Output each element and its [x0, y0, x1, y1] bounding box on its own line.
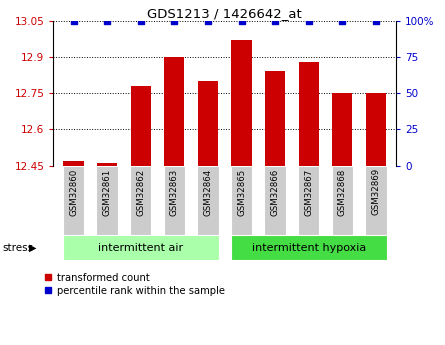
Text: GSM32861: GSM32861	[103, 168, 112, 216]
Text: GSM32866: GSM32866	[271, 168, 279, 216]
Bar	[366, 93, 386, 166]
Bar	[332, 166, 353, 235]
Bar	[332, 93, 352, 166]
Text: GSM32860: GSM32860	[69, 168, 78, 216]
Bar	[264, 166, 286, 235]
Text: ▶: ▶	[29, 243, 36, 253]
Bar	[130, 166, 151, 235]
Text: GSM32867: GSM32867	[304, 168, 313, 216]
Bar	[97, 163, 117, 166]
Text: intermittent hypoxia: intermittent hypoxia	[251, 243, 366, 253]
Text: GSM32869: GSM32869	[372, 168, 380, 216]
Text: GSM32868: GSM32868	[338, 168, 347, 216]
Text: GSM32864: GSM32864	[203, 168, 212, 216]
Text: GSM32865: GSM32865	[237, 168, 246, 216]
Bar	[265, 71, 285, 166]
Text: intermittent air: intermittent air	[98, 243, 183, 253]
Bar	[131, 86, 151, 166]
Bar	[231, 235, 387, 260]
Bar	[298, 166, 320, 235]
Bar	[365, 166, 387, 235]
Bar	[198, 81, 218, 166]
Bar	[97, 166, 118, 235]
Text: GSM32862: GSM32862	[136, 168, 145, 216]
Bar	[64, 161, 84, 166]
Bar	[197, 166, 218, 235]
Text: GSM32863: GSM32863	[170, 168, 179, 216]
Bar	[164, 166, 185, 235]
Bar	[231, 40, 251, 166]
Text: stress: stress	[2, 243, 33, 253]
Bar	[299, 62, 319, 166]
Bar	[164, 57, 184, 166]
Title: GDS1213 / 1426642_at: GDS1213 / 1426642_at	[147, 7, 302, 20]
Bar	[63, 166, 84, 235]
Bar	[231, 166, 252, 235]
Bar	[63, 235, 218, 260]
Legend: transformed count, percentile rank within the sample: transformed count, percentile rank withi…	[40, 269, 229, 300]
